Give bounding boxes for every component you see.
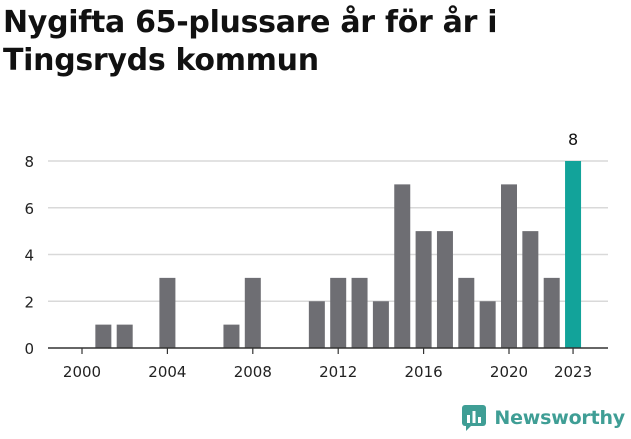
bar-2020 — [501, 184, 517, 348]
bar-2004 — [159, 277, 176, 348]
bar-2007 — [223, 324, 240, 348]
y-tick-label-2: 2 — [24, 293, 34, 311]
bars — [95, 161, 582, 348]
bar-2015 — [394, 184, 411, 348]
bar-2008 — [244, 277, 261, 348]
x-tick-label-2012: 2012 — [319, 363, 357, 381]
y-tick-label-0: 0 — [24, 340, 34, 358]
y-tick-label-4: 4 — [24, 247, 34, 265]
x-tick-label-2008: 2008 — [234, 363, 272, 381]
bar-2012 — [330, 277, 347, 348]
x-tick-label-2023: 2023 — [554, 363, 592, 381]
bar-2023 — [565, 161, 582, 348]
data-label-2023: 8 — [568, 130, 578, 149]
bar-2001 — [95, 324, 112, 348]
newsworthy-brand: Newsworthy — [461, 403, 625, 433]
bar-2018 — [458, 277, 475, 348]
x-tick-label-2016: 2016 — [405, 363, 443, 381]
x-tick-label-2000: 2000 — [63, 363, 101, 381]
bar-2017 — [436, 231, 453, 348]
x-tick-label-2020: 2020 — [490, 363, 528, 381]
bar-2014 — [372, 301, 389, 348]
bar-2011 — [308, 301, 325, 348]
x-tick-label-2004: 2004 — [148, 363, 186, 381]
x-axis — [48, 347, 608, 354]
newsworthy-logo-icon — [462, 405, 487, 431]
bar-2016 — [415, 231, 432, 348]
bar-2022 — [543, 277, 560, 348]
bar-2019 — [479, 301, 496, 348]
bar-2002 — [116, 324, 133, 348]
bar-2013 — [351, 277, 368, 348]
y-tick-label-6: 6 — [24, 200, 34, 218]
y-tick-label-8: 8 — [24, 153, 34, 171]
chart-title: Nygifta 65-plussare år för år i Tingsryd… — [3, 5, 498, 78]
bar-2021 — [522, 231, 539, 348]
tick-labels: 0 2 4 6 8 8 2000 2004 2008 2012 2016 2020 2023 — [24, 130, 592, 381]
brand-name: Newsworthy — [494, 407, 625, 429]
